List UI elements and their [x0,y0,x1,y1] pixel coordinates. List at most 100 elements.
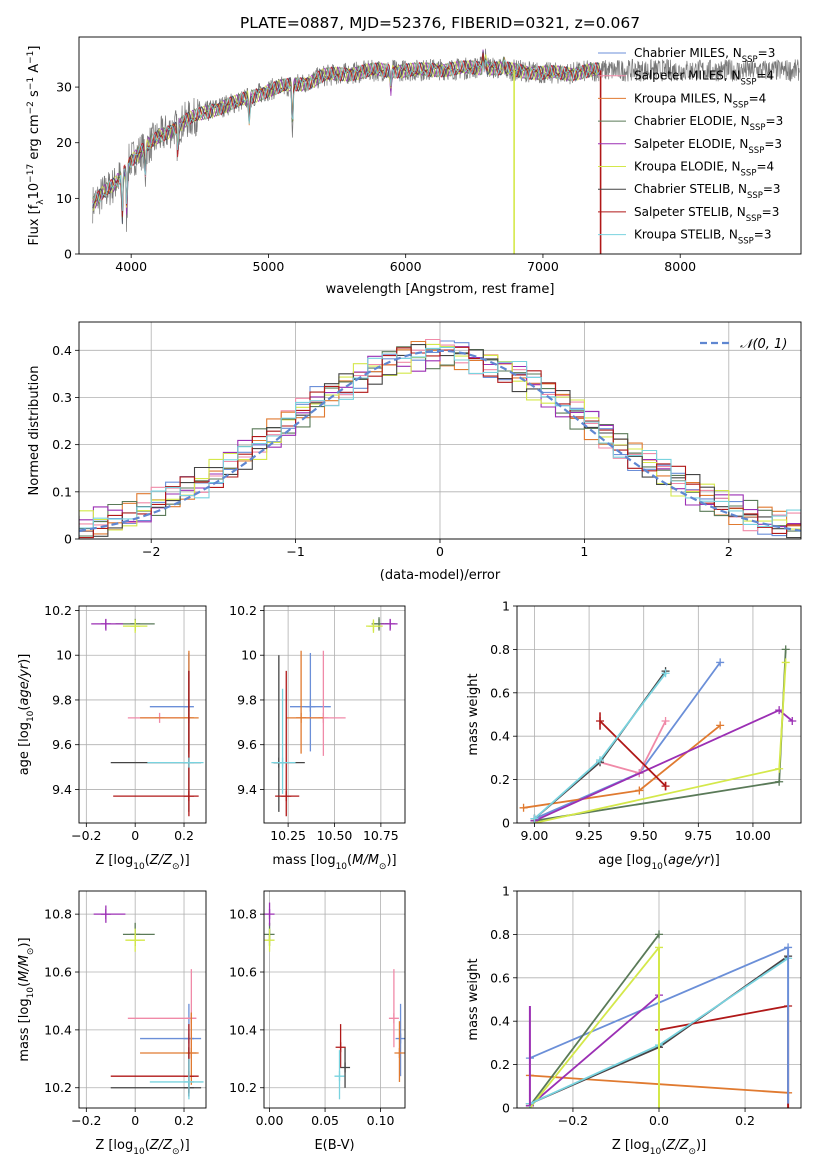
errorbar-point [275,670,300,817]
plot-area [519,645,797,823]
series-marker [635,786,644,795]
point-marker [264,909,275,920]
x-axis-label: Z [log10(Z/Z⊙)] [95,853,189,872]
tick-label-y: 0.4 [52,343,72,358]
tick-label-x: 0 [131,1113,139,1128]
errorbar-point [380,618,398,631]
tick-label-x: 0.05 [311,1113,339,1128]
point-marker [335,1042,346,1053]
point-marker [296,712,307,723]
tick-label-y: 0.4 [490,1014,510,1029]
errorbar-point [273,655,305,812]
x-axis-label: mass [log10(M/M⊙)] [272,853,396,872]
plot-area [91,618,204,817]
series-marker [596,756,605,765]
y-axis-label: Normed distribution [27,366,42,496]
tick-label-x: 0.0 [649,1113,669,1128]
series-marker [775,777,784,786]
tick-label-x: 0.2 [174,828,194,843]
series-marker [716,721,725,730]
point-marker [281,791,292,802]
errorbar-point [334,1050,345,1100]
legend-entry: Kroupa MILES, NSSP=4 [634,91,766,110]
series-line-salpeter-elodie [529,994,660,1107]
tick-label-x: 0.10 [367,1113,395,1128]
errorbar-point [289,652,331,752]
errorbar-point [125,928,145,952]
series-marker [655,930,663,939]
tick-label-y: 0.6 [490,685,510,700]
point-marker [395,1033,405,1044]
tick-label-x: 9.75 [684,828,712,843]
series-line-kroupa-elodie [534,662,787,823]
tick-label-x: 10.50 [317,828,353,843]
plot-area [93,905,204,1100]
tick-label-y: 0.2 [52,437,72,452]
errorbar-point [366,619,383,633]
tick-label-y: 10 [56,648,72,663]
point-marker [388,1013,399,1024]
plot-area [271,617,398,817]
errorbar-point [110,1047,202,1097]
tick-label-y: 10.2 [229,1080,257,1095]
tick-label-x: −1 [286,544,304,559]
legend-entry: 𝒩(0, 1) [740,337,787,352]
series-line-salpeter-stelib [599,720,667,787]
tick-label-x: 0.00 [256,1113,284,1128]
tick-label-y: 10.2 [229,603,257,618]
tick-label-y: 10.6 [44,965,72,980]
panel-residuals: −2 −1 0 1 2 0 0.1 0.2 0.3 0.4 (data-model)/error No… [27,321,802,583]
tick-label-y: 0.8 [490,642,510,657]
axes-frame [78,321,802,540]
tick-label-y: 9.4 [237,782,257,797]
tick-label-y: 9.6 [52,737,72,752]
y-axis-label: mass [log10(M/M⊙)] [17,937,36,1061]
tick-label-y: 0.2 [490,772,510,787]
point-marker [394,1048,405,1059]
y-axis-label: mass weight [466,958,481,1040]
point-marker [385,618,396,629]
axes-frame [516,605,802,824]
axes-frame [78,605,207,824]
tick-label-y: 0.1 [52,484,72,499]
tick-label-y: 0 [64,532,72,547]
tick-label-x: 0 [131,828,139,843]
axes-frame [78,36,802,255]
plot-area [92,48,800,254]
plot-area [264,902,405,1100]
x-axis-label: Z [log10(Z/Z⊙)] [95,1138,189,1157]
panel-spectrum: 4000 5000 6000 7000 8000 0 10 20 30 wavelength [A… [26,36,802,297]
tick-label-x: 4000 [115,259,147,274]
tick-label-x: 5000 [253,259,285,274]
tick-label-x: −0.2 [71,1113,101,1128]
tick-label-y: 10.8 [229,907,257,922]
tick-label-y: 30 [56,80,72,95]
point-marker [100,909,111,920]
normal-curve [79,349,801,532]
axes-frame [263,605,406,824]
y-axis-label: Flux [fλ10−17 erg cm−2 s−1 A−1] [26,46,46,246]
tick-label-y: 0.8 [490,927,510,942]
point-marker [183,757,194,768]
tick-label-x: 7000 [527,259,559,274]
tick-label-x: 6000 [390,259,422,274]
errorbar-point [264,902,275,926]
tick-label-y: 10.4 [44,1022,72,1037]
tick-label-y: 9.8 [237,692,257,707]
panel-age-vs-mass: 10.25 10.50 10.75 9.4 9.6 9.8 10 10.2 mass [log1… [229,603,406,872]
tick-label-y: 10.4 [229,1022,257,1037]
series-line-chabrier-elodie [529,933,660,1107]
legend-entry: Salpeter MILES, NSSP=4 [634,69,774,88]
series-marker [716,658,725,667]
series-marker [661,717,670,726]
series-marker [781,658,790,667]
tick-label-x: 10.75 [363,828,399,843]
x-axis-label: (data-model)/error [380,568,501,583]
errorbar-point [271,688,296,794]
errorbar-point [140,650,199,754]
tick-label-x: 2 [725,544,733,559]
errorbar-point [149,1058,204,1100]
point-marker [277,757,288,768]
errorbar-point [110,1024,199,1094]
errorbar-point [395,1003,405,1077]
